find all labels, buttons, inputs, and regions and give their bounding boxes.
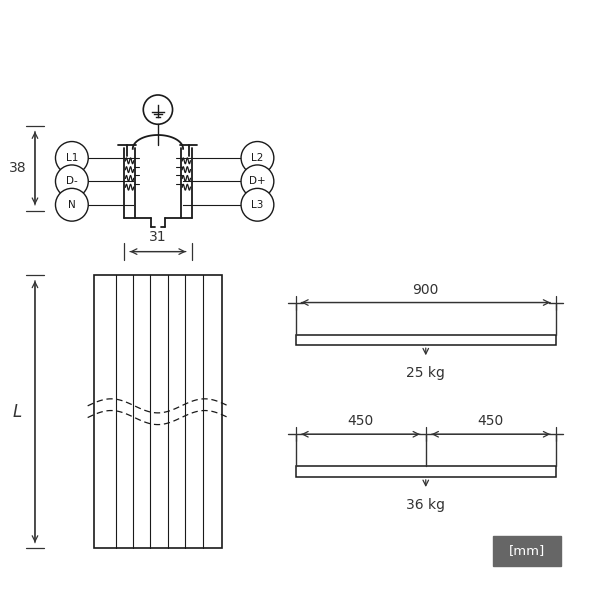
Text: 450: 450 bbox=[478, 414, 504, 428]
Circle shape bbox=[56, 141, 88, 174]
Text: L1: L1 bbox=[66, 153, 78, 163]
Text: 450: 450 bbox=[348, 414, 374, 428]
Text: 36 kg: 36 kg bbox=[406, 498, 445, 512]
Text: L3: L3 bbox=[251, 200, 264, 210]
Text: 31: 31 bbox=[149, 230, 167, 244]
Bar bbox=[296, 335, 556, 345]
Text: L2: L2 bbox=[251, 153, 264, 163]
Circle shape bbox=[241, 165, 274, 198]
Text: D-: D- bbox=[66, 176, 78, 186]
Text: [mm]: [mm] bbox=[509, 544, 545, 557]
Text: L: L bbox=[13, 402, 22, 421]
Text: 25 kg: 25 kg bbox=[407, 366, 445, 381]
Bar bbox=[93, 275, 222, 548]
Text: 38: 38 bbox=[9, 161, 26, 175]
Circle shape bbox=[241, 189, 274, 221]
FancyBboxPatch shape bbox=[493, 535, 561, 566]
Text: 900: 900 bbox=[413, 282, 439, 297]
Circle shape bbox=[56, 189, 88, 221]
Text: N: N bbox=[68, 200, 76, 210]
Circle shape bbox=[241, 141, 274, 174]
Circle shape bbox=[56, 165, 88, 198]
Bar bbox=[296, 466, 556, 477]
Text: D+: D+ bbox=[249, 176, 266, 186]
